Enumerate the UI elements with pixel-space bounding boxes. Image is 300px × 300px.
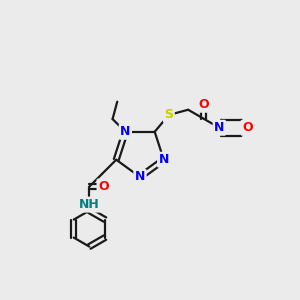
Text: N: N [159, 153, 169, 166]
Text: S: S [164, 108, 173, 122]
Text: NH: NH [79, 198, 100, 211]
Text: O: O [198, 98, 209, 111]
Text: N: N [214, 121, 224, 134]
Text: O: O [242, 121, 253, 134]
Text: O: O [98, 180, 109, 193]
Text: N: N [135, 170, 145, 184]
Text: N: N [120, 125, 130, 138]
